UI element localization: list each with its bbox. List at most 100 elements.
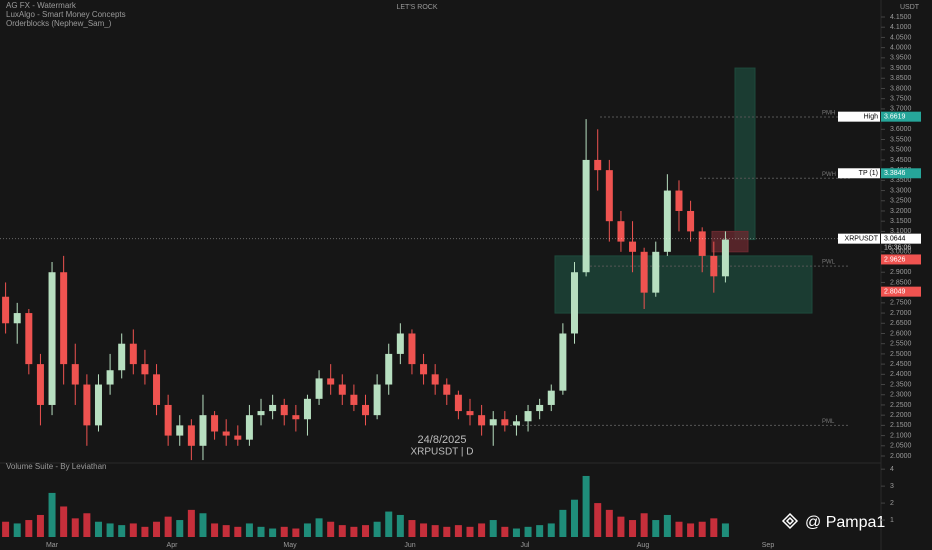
tag-name: TP (1) bbox=[859, 170, 878, 177]
y-tick-label: 3.8500 bbox=[890, 75, 912, 82]
y-tick-label: 2.3000 bbox=[890, 392, 912, 399]
y-tick-label: 3.9000 bbox=[890, 65, 912, 72]
candle-body bbox=[257, 411, 265, 416]
volume-tick-label: 3 bbox=[890, 483, 894, 490]
candle-body bbox=[211, 415, 219, 432]
volume-bar bbox=[292, 528, 300, 537]
volume-bar bbox=[408, 520, 416, 537]
y-tick-label: 3.7500 bbox=[890, 96, 912, 103]
candle-body bbox=[269, 404, 277, 412]
y-tick-label: 3.5500 bbox=[890, 136, 912, 143]
volume-tick-label: 4 bbox=[890, 466, 894, 473]
candle-body bbox=[605, 170, 613, 222]
candle-body bbox=[721, 239, 729, 277]
level-label: PWL bbox=[822, 260, 836, 266]
candle-body bbox=[118, 343, 126, 371]
candle-body bbox=[36, 364, 44, 405]
x-tick-label: Jul bbox=[521, 542, 530, 549]
volume-title: Volume Suite - By Leviathan bbox=[6, 462, 107, 471]
x-tick-label: May bbox=[283, 542, 297, 549]
tag-name: XRPUSDT bbox=[845, 236, 879, 243]
candle-body bbox=[501, 419, 509, 426]
candle-body bbox=[327, 378, 335, 385]
volume-bar bbox=[2, 521, 10, 537]
tag-name: High bbox=[864, 114, 879, 121]
volume-bar bbox=[362, 525, 370, 537]
volume-bar bbox=[199, 513, 207, 537]
volume-bar bbox=[245, 523, 253, 537]
volume-bar bbox=[106, 523, 114, 537]
tag-name-box bbox=[838, 233, 880, 244]
y-tick-label: 4.0500 bbox=[890, 34, 912, 41]
y-tick-label: 2.5000 bbox=[890, 351, 912, 358]
candle-body bbox=[385, 353, 393, 385]
y-tick-label: 2.4500 bbox=[890, 361, 912, 368]
candle-body bbox=[524, 411, 532, 422]
volume-bar bbox=[710, 518, 718, 537]
tag-name-box bbox=[838, 168, 880, 179]
candle-body bbox=[559, 333, 567, 391]
volume-bar bbox=[303, 523, 311, 537]
price-tag-label: 2.8049 bbox=[884, 288, 906, 295]
volume-bar bbox=[582, 475, 590, 537]
price-tag bbox=[881, 254, 921, 265]
candle-body bbox=[710, 255, 718, 277]
volume-bar bbox=[466, 526, 474, 537]
volume-bar bbox=[640, 513, 648, 537]
volume-bar bbox=[327, 521, 335, 537]
y-tick-label: 4.0000 bbox=[890, 44, 912, 51]
volume-bar bbox=[721, 523, 729, 537]
volume-bar bbox=[211, 523, 219, 537]
candle-body bbox=[362, 404, 370, 416]
level-label: PMH bbox=[822, 111, 835, 117]
zone bbox=[711, 230, 749, 253]
price-tag-label: 3.0644 bbox=[884, 236, 906, 243]
volume-bar bbox=[373, 521, 381, 537]
y-tick-label: 3.3000 bbox=[890, 187, 912, 194]
volume-bar bbox=[94, 521, 102, 537]
x-tick-label: Aug bbox=[637, 542, 650, 549]
indicator: AG FX - Watermark bbox=[6, 1, 77, 10]
y-tick-label: 2.1500 bbox=[890, 422, 912, 429]
price-tag-label: 3.3846 bbox=[884, 170, 906, 177]
y-tick-label: 3.1500 bbox=[890, 218, 912, 225]
candle-body bbox=[570, 272, 578, 334]
volume-bar bbox=[234, 526, 242, 537]
price-tag-label: 3.6619 bbox=[884, 114, 906, 121]
candle-body bbox=[71, 364, 79, 385]
y-tick-label: 2.2000 bbox=[890, 412, 912, 419]
candle-body bbox=[60, 272, 68, 365]
y-tick-label: 4.1000 bbox=[890, 24, 912, 31]
volume-bar bbox=[71, 518, 79, 537]
volume-bar bbox=[559, 509, 567, 537]
candle-body bbox=[408, 333, 416, 365]
tag-name-box bbox=[838, 111, 880, 122]
candle-body bbox=[129, 343, 137, 365]
volume-bar bbox=[164, 516, 172, 537]
indicator: Orderblocks (Nephew_Sam_) bbox=[6, 19, 112, 28]
volume-bar bbox=[524, 526, 532, 537]
volume-bar bbox=[269, 528, 277, 537]
volume-bar bbox=[48, 492, 56, 537]
volume-bar bbox=[153, 521, 161, 537]
y-tick-label: 3.5000 bbox=[890, 147, 912, 154]
y-tick-label: 4.1500 bbox=[890, 14, 912, 21]
price-tag bbox=[881, 233, 921, 244]
volume-bar bbox=[141, 526, 149, 537]
candle-body bbox=[245, 415, 253, 440]
zone bbox=[734, 67, 756, 241]
volume-bar bbox=[176, 520, 184, 537]
author: @ Pampa1 bbox=[805, 514, 885, 531]
volume-bar bbox=[315, 518, 323, 537]
candle-body bbox=[420, 364, 428, 375]
y-tick-label: 2.1000 bbox=[890, 432, 912, 439]
level-label: PML bbox=[822, 419, 835, 425]
y-tick-label: 2.4000 bbox=[890, 371, 912, 378]
candle-body bbox=[478, 415, 486, 426]
candle-body bbox=[292, 415, 300, 420]
x-tick-label: Apr bbox=[167, 542, 179, 549]
candle-body bbox=[536, 404, 544, 412]
y-tick-label: 3.8000 bbox=[890, 85, 912, 92]
y-tick-label: 2.2500 bbox=[890, 402, 912, 409]
